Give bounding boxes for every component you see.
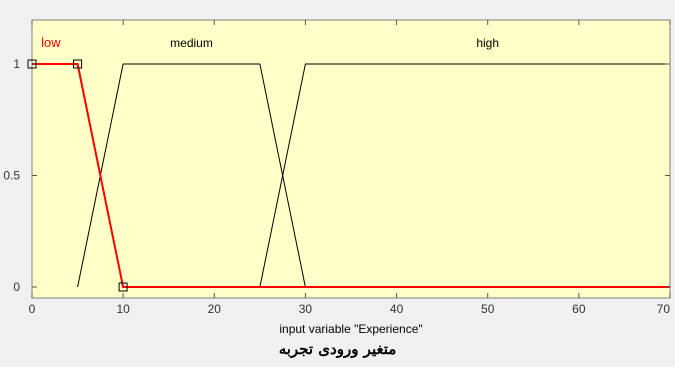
x-tick-label: 10 bbox=[116, 302, 130, 316]
mf-label-medium[interactable]: medium bbox=[170, 36, 213, 50]
x-tick-label: 50 bbox=[481, 302, 495, 316]
y-tick-label: 0 bbox=[13, 280, 20, 294]
x-tick-label: 70 bbox=[657, 302, 671, 316]
mf-handle-1[interactable] bbox=[73, 59, 83, 69]
x-tick-label: 20 bbox=[208, 302, 222, 316]
x-axis-label: input variable "Experience" bbox=[279, 322, 422, 336]
y-tick-label: 1 bbox=[13, 57, 20, 71]
caption: متغیر ورودی تجربه bbox=[278, 340, 397, 358]
y-axis-ticks: 00.51 bbox=[3, 57, 670, 294]
y-tick-label: 0.5 bbox=[3, 169, 20, 183]
mf-curve-high[interactable] bbox=[259, 63, 670, 288]
x-tick-label: 40 bbox=[390, 302, 404, 316]
mf-label-high[interactable]: high bbox=[476, 36, 499, 50]
x-tick-label: 30 bbox=[299, 302, 313, 316]
x-tick-label: 0 bbox=[29, 302, 36, 316]
mf-label-low[interactable]: low bbox=[41, 35, 61, 50]
mf-labels: low medium high bbox=[41, 35, 499, 50]
x-axis-ticks: 0 10 20 30 40 50 60 70 bbox=[29, 20, 671, 316]
mf-handle-2[interactable] bbox=[118, 282, 128, 292]
plot-area[interactable] bbox=[31, 19, 671, 299]
x-tick-label: 60 bbox=[572, 302, 586, 316]
mf-curve-low[interactable] bbox=[32, 63, 670, 288]
membership-curves bbox=[32, 63, 670, 288]
